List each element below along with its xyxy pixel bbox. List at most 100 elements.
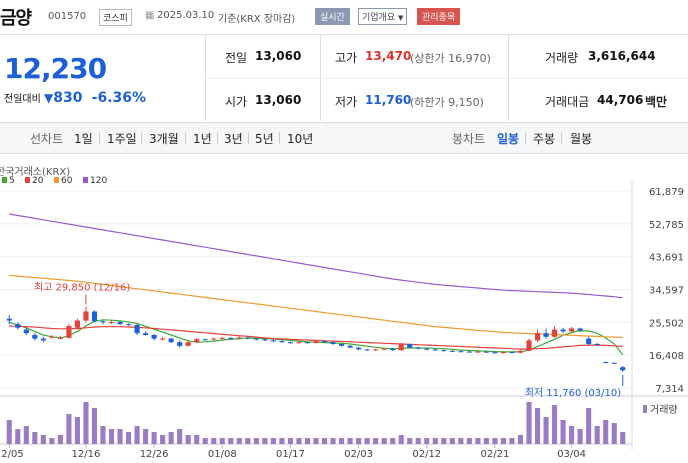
stock-code: 001570 xyxy=(48,11,87,22)
volume-bar xyxy=(577,429,583,444)
candle-daily[interactable]: 일봉 xyxy=(497,132,520,146)
chart-source: 한국거래소(KRX) xyxy=(0,166,70,178)
candle-body xyxy=(40,338,46,341)
volume-bar xyxy=(483,438,489,444)
open-value: 13,060 xyxy=(255,93,302,107)
volume-bar xyxy=(500,438,507,444)
candle-body xyxy=(125,324,132,326)
volume-bar xyxy=(432,438,438,444)
company-info-button[interactable]: 기업개요 ▼ xyxy=(358,8,408,25)
chevron-down-icon: ▼ xyxy=(398,14,404,22)
x-axis: 12/05 12/16 12/26 01/08 01/17 02/03 02/12 02/21… xyxy=(0,444,586,460)
candle-body xyxy=(74,320,80,328)
volume-bar xyxy=(6,420,12,444)
volume-value: 3,616,644 xyxy=(588,49,656,63)
volume-bar xyxy=(543,417,549,444)
x-tick-label: 01/17 xyxy=(276,449,305,460)
amount-value: 44,706 xyxy=(597,93,644,107)
candle-body xyxy=(296,342,302,344)
period-1d[interactable]: 1일 xyxy=(74,132,93,146)
volume-bar xyxy=(253,438,259,444)
compare-label: 전일대비 xyxy=(4,94,41,105)
candle-body xyxy=(330,342,336,345)
lower-limit: (하한가 9,150) xyxy=(410,96,484,109)
high-note: 최고 29,850 (12/16) xyxy=(34,282,130,294)
y-tick-label: 34,597 xyxy=(649,286,684,297)
candle-body xyxy=(245,337,251,339)
low-label: 저가 xyxy=(335,95,358,109)
volume-bar xyxy=(458,438,464,444)
candle-monthly[interactable]: 월봉 xyxy=(570,132,593,146)
x-tick-label: 02/03 xyxy=(344,449,373,460)
candle-body xyxy=(49,336,55,338)
divider xyxy=(141,132,142,144)
candle-body xyxy=(569,328,575,332)
volume-bar xyxy=(83,402,89,444)
divider xyxy=(248,132,249,144)
candle-body xyxy=(253,338,259,340)
candle-body xyxy=(466,351,472,353)
volume-bar xyxy=(526,402,532,444)
volume-bar xyxy=(32,432,38,444)
candle-body xyxy=(66,325,72,338)
volume-bar xyxy=(202,438,208,444)
candle-body xyxy=(586,338,592,345)
x-tick-label: 12/05 xyxy=(0,449,24,460)
candle-body xyxy=(594,344,600,346)
x-tick-label: 03/04 xyxy=(557,449,586,460)
row-divider xyxy=(205,78,688,79)
period-1y[interactable]: 1년 xyxy=(193,132,212,146)
chart-grid xyxy=(0,181,688,450)
candle-body xyxy=(560,329,566,332)
stock-name: 금양 xyxy=(0,8,32,29)
volume-label: 거래량 xyxy=(650,404,678,416)
volume-bar xyxy=(407,438,413,444)
candle-body xyxy=(143,333,149,335)
market-tag: 코스피 xyxy=(99,9,132,26)
candle-body xyxy=(432,349,438,351)
volume-bar xyxy=(381,438,387,444)
low-note: 최저 11,760 (03/10) xyxy=(525,387,621,399)
divider xyxy=(561,132,562,144)
managed-stock-badge: 관리종목 xyxy=(417,8,461,25)
candle-body xyxy=(603,362,609,364)
volume-bar xyxy=(552,405,558,444)
basis-text: 기준(KRX 장마감) xyxy=(218,14,296,25)
volume-bar xyxy=(424,438,430,444)
candle-body xyxy=(373,349,379,351)
volume-bar xyxy=(347,438,353,444)
period-10y[interactable]: 10년 xyxy=(287,132,314,146)
period-5y[interactable]: 5년 xyxy=(255,132,274,146)
candle-body xyxy=(526,340,532,351)
candle-body xyxy=(356,347,362,350)
period-3y[interactable]: 3년 xyxy=(224,132,243,146)
candle-body xyxy=(407,344,413,348)
candle-weekly[interactable]: 주봉 xyxy=(533,132,556,146)
realtime-button[interactable]: 실시간 xyxy=(315,8,350,25)
candle-body xyxy=(424,348,430,350)
x-tick-label: 12/26 xyxy=(140,449,169,460)
volume-bar xyxy=(296,438,302,444)
price-chart[interactable]: 한국거래소(KRX) 5 20 60 120 61,879 52,785 43,691 34… xyxy=(0,160,688,463)
volume-bar xyxy=(185,435,191,444)
volume-bar xyxy=(560,420,566,444)
period-3m[interactable]: 3개월 xyxy=(149,132,179,146)
amount-unit: 백만 xyxy=(645,95,668,109)
volume-bar xyxy=(236,438,242,444)
amount-label: 거래대금 xyxy=(545,95,590,109)
period-1w[interactable]: 1주일 xyxy=(107,132,137,146)
candle-body xyxy=(219,337,225,339)
candle-body xyxy=(543,333,549,337)
candle-body xyxy=(211,338,217,340)
stock-header: 금양 001570 코스피 ▦ 2025.03.10 기준(KRX 장마감) 실… xyxy=(0,0,688,34)
volume-bar xyxy=(569,426,575,444)
volume-bar xyxy=(330,438,336,444)
volume-bar xyxy=(594,426,600,444)
y-axis: 61,879 52,785 43,691 34,597 25,502 16,408 7,31… xyxy=(649,187,684,395)
volume-bar xyxy=(228,438,234,444)
candle-body xyxy=(509,351,515,353)
candle-body xyxy=(304,342,311,344)
candle-body xyxy=(185,342,191,346)
volume-bar xyxy=(603,420,609,444)
volume-bar xyxy=(364,438,370,444)
